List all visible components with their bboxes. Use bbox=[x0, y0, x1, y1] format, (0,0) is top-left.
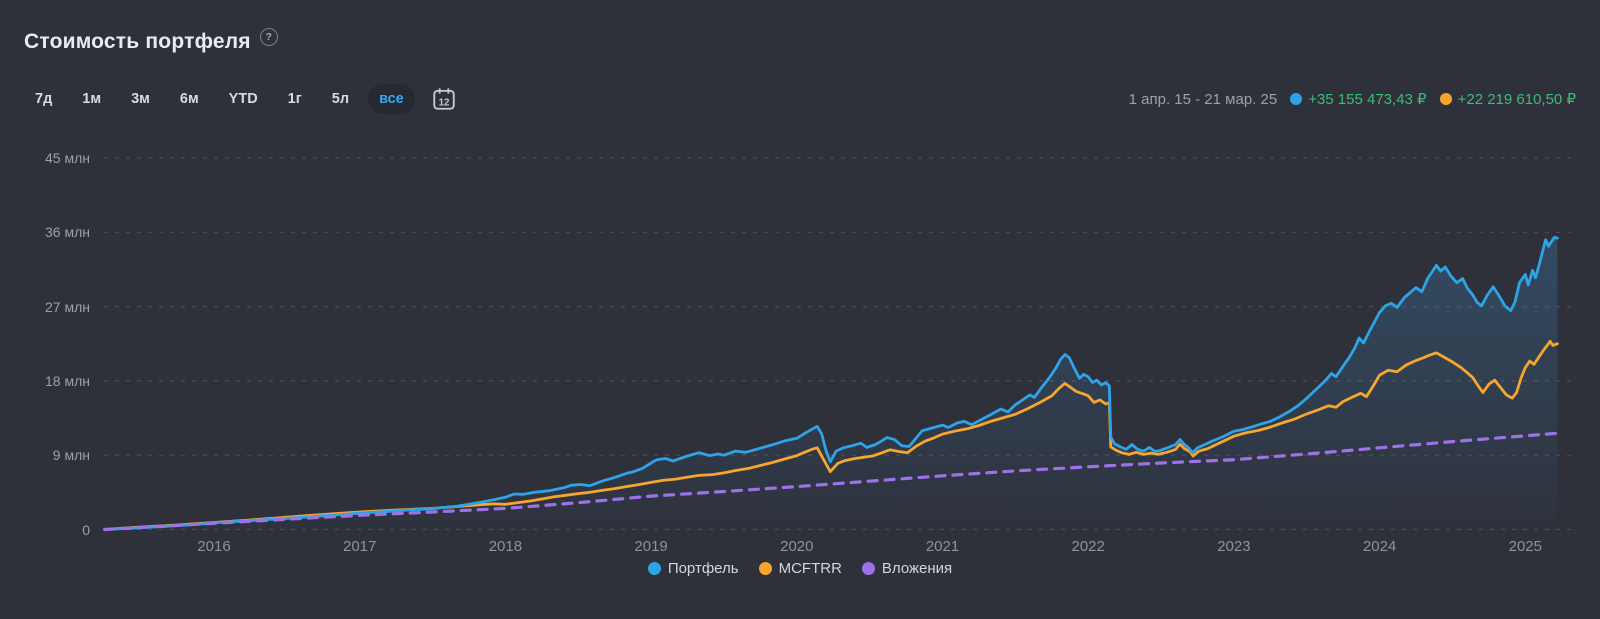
legend-label: MCFTRR bbox=[778, 560, 842, 577]
y-tick-label: 36 млн bbox=[45, 224, 90, 241]
y-tick-label: 27 млн bbox=[45, 298, 90, 315]
series-dot-icon bbox=[1439, 93, 1452, 105]
help-question-icon[interactable]: ? bbox=[259, 28, 278, 46]
y-tick-label: 18 млн bbox=[45, 372, 90, 389]
range-button-YTD[interactable]: YTD bbox=[228, 91, 258, 107]
legend-item-Портфель[interactable]: Портфель bbox=[647, 560, 739, 577]
x-tick-label: 2019 bbox=[634, 538, 668, 555]
legend-item-MCFTRR[interactable]: MCFTRR bbox=[758, 560, 842, 577]
x-tick-label: 2018 bbox=[488, 538, 523, 555]
header: Стоимость портфеля ? bbox=[24, 28, 278, 54]
legend-label: Вложения bbox=[881, 560, 953, 577]
range-button-6м[interactable]: 6м bbox=[179, 91, 199, 107]
range-button-7д[interactable]: 7д bbox=[35, 91, 53, 107]
chart-legend: Портфель MCFTRR Вложения bbox=[0, 560, 1600, 577]
range-button-1м[interactable]: 1м bbox=[82, 91, 102, 107]
portfolio-area-fill bbox=[104, 237, 1558, 530]
x-tick-label: 2021 bbox=[925, 538, 960, 555]
legend-dot-icon bbox=[758, 562, 772, 575]
x-tick-label: 2020 bbox=[780, 538, 814, 555]
period-summary: 1 апр. 15 - 21 мар. 25 +35 155 473,43 ₽ +… bbox=[1128, 90, 1576, 109]
svg-text:12: 12 bbox=[438, 98, 449, 109]
summary-chip-MCFTRR: +22 219 610,50 ₽ bbox=[1439, 90, 1576, 108]
portfolio-line bbox=[103, 235, 1559, 531]
series-change-value: +35 155 473,43 ₽ bbox=[1308, 91, 1427, 108]
range-button-все[interactable]: все bbox=[368, 84, 415, 114]
y-tick-label: 0 bbox=[82, 521, 90, 538]
invested-line bbox=[103, 431, 1560, 532]
page-title: Стоимость портфеля bbox=[24, 30, 251, 53]
legend-dot-icon bbox=[647, 562, 661, 575]
range-toolbar: 7д 1м 3м 6м YTD 1г 5л все 12 bbox=[24, 84, 459, 114]
range-button-3м[interactable]: 3м bbox=[131, 91, 150, 107]
legend-label: Портфель bbox=[667, 560, 739, 577]
y-tick-label: 45 млн bbox=[45, 149, 90, 166]
range-button-1г[interactable]: 1г bbox=[287, 91, 302, 107]
summary-chip-Портфель: +35 155 473,43 ₽ bbox=[1290, 90, 1427, 108]
legend-dot-icon bbox=[861, 562, 875, 575]
period-label: 1 апр. 15 - 21 мар. 25 bbox=[1128, 90, 1278, 108]
x-tick-label: 2022 bbox=[1071, 538, 1105, 555]
calendar-icon: 12 bbox=[433, 88, 455, 110]
x-tick-label: 2017 bbox=[343, 538, 377, 555]
series-dot-icon bbox=[1290, 93, 1303, 105]
x-tick-label: 2016 bbox=[197, 538, 231, 555]
x-tick-label: 2023 bbox=[1217, 538, 1251, 555]
x-tick-label: 2025 bbox=[1508, 538, 1542, 555]
legend-item-Вложения[interactable]: Вложения bbox=[861, 560, 953, 577]
y-tick-label: 9 млн bbox=[52, 447, 90, 464]
calendar-button[interactable]: 12 bbox=[429, 84, 459, 114]
range-button-5л[interactable]: 5л bbox=[331, 91, 350, 107]
series-change-value: +22 219 610,50 ₽ bbox=[1457, 91, 1576, 108]
x-tick-label: 2024 bbox=[1362, 538, 1397, 555]
